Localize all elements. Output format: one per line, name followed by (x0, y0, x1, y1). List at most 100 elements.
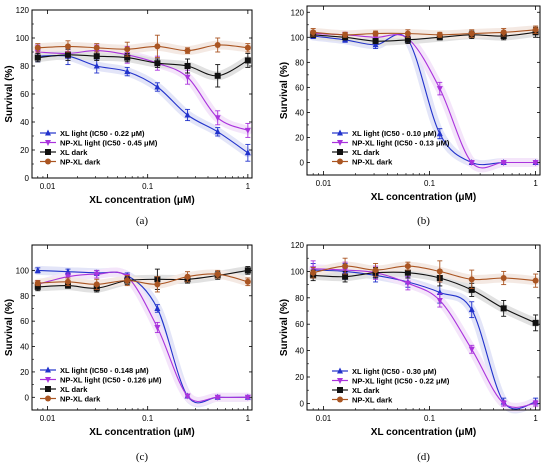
data-point (532, 400, 539, 407)
panel-label: (b) (417, 215, 430, 227)
data-point (64, 51, 71, 58)
x-tick-label: 0.1 (142, 414, 154, 423)
data-point (342, 263, 349, 270)
x-axis-label: XL concentration (μM) (89, 195, 194, 206)
y-axis-label: Survival (%) (279, 299, 290, 356)
legend-marker (337, 129, 343, 136)
x-axis-label: XL concentration (μM) (371, 427, 476, 438)
data-point (124, 46, 131, 53)
legend-label: NP-XL dark (352, 395, 393, 404)
data-point (214, 115, 221, 122)
data-point (214, 72, 221, 79)
data-point (436, 86, 443, 93)
data-point (34, 283, 41, 290)
data-point (124, 68, 131, 75)
data-point (404, 30, 411, 37)
data-point (184, 63, 191, 69)
y-tick-label: 0 (300, 158, 305, 167)
legend-marker (45, 395, 51, 402)
data-point (93, 271, 100, 278)
data-point (93, 281, 100, 288)
x-axis-label: XL concentration (μM) (89, 427, 194, 438)
data-point (184, 74, 191, 81)
y-tick-label: 100 (291, 267, 305, 276)
data-point (64, 274, 71, 281)
data-point (436, 297, 443, 304)
y-tick-label: 60 (20, 90, 29, 99)
legend-label: XL dark (352, 386, 380, 395)
data-point (154, 281, 161, 288)
legend-label: XL light (IC50 - 0.30 μM) (352, 367, 437, 376)
y-tick-label: 40 (295, 347, 304, 356)
data-point (310, 269, 317, 276)
data-point (184, 393, 191, 400)
legend: XL light (IC50 - 0.10 μM)NP-XL light (IC… (332, 129, 450, 166)
legend-label: NP-XL light (IC50 - 0.13 μM) (352, 138, 450, 147)
y-tick-label: 20 (20, 368, 29, 377)
data-point (154, 60, 161, 67)
data-point (184, 111, 191, 118)
data-point (93, 53, 100, 60)
data-point (244, 278, 251, 285)
x-tick-label: 0.1 (424, 414, 436, 423)
legend: XL light (IC50 - 0.22 μM)NP-XL light (IC… (40, 129, 158, 166)
data-point (404, 263, 411, 270)
legend-marker (45, 149, 51, 155)
data-point (342, 273, 349, 280)
plot-frame (306, 5, 541, 176)
data-point (244, 394, 251, 401)
data-point (154, 325, 161, 331)
legend-label: XL light (IC50 - 0.22 μM) (60, 129, 145, 138)
y-tick-label: 0 (25, 174, 30, 183)
chart-panel-c: 0 20 40 60 80 100 0.01 0.1 1 XL concentration (μM… (4, 244, 253, 463)
data-point (34, 280, 41, 287)
x-tick-label: 0.01 (40, 182, 56, 191)
legend-label: XL light (IC50 - 0.148 μM) (60, 366, 149, 375)
data-point (124, 277, 131, 284)
series-line (37, 271, 248, 403)
y-tick-label: 100 (16, 266, 30, 275)
legend-marker (45, 366, 51, 373)
series-glow (308, 261, 541, 414)
y-axis-label: Survival (%) (279, 62, 290, 119)
data-point (372, 38, 379, 45)
data-point (436, 31, 443, 38)
panel-label: (d) (417, 451, 430, 463)
legend-marker (337, 158, 343, 165)
chart-panel-a: 0 20 40 60 80 100 120 0.01 0.1 1 XL concentration … (4, 6, 253, 227)
data-point (124, 54, 131, 61)
data-point (532, 26, 539, 33)
y-tick-label: 40 (20, 118, 29, 127)
series-line (313, 269, 536, 410)
legend-label: NP-XL dark (352, 157, 393, 166)
data-point (468, 346, 475, 353)
series-line (313, 268, 536, 408)
data-point (184, 273, 191, 280)
data-point (64, 43, 71, 50)
legend-marker (45, 129, 51, 136)
legend-label: NP-XL light (IC50 - 0.126 μM) (60, 375, 162, 384)
data-point (404, 269, 411, 276)
data-point (64, 278, 71, 285)
y-tick-label: 120 (291, 241, 305, 250)
legend-label: NP-XL dark (60, 157, 101, 166)
x-tick-label: 1 (246, 182, 251, 191)
legend-label: XL light (IC50 - 0.10 μM) (352, 129, 437, 138)
panel-label: (a) (136, 215, 149, 227)
y-tick-label: 40 (20, 343, 29, 352)
data-point (372, 267, 379, 274)
x-tick-label: 0.1 (142, 182, 154, 191)
series-3 (34, 48, 251, 88)
legend-label: XL dark (60, 385, 88, 394)
data-point (468, 276, 475, 283)
plot-frame (31, 244, 253, 411)
y-tick-label: 100 (16, 34, 30, 43)
legend-marker (45, 386, 51, 392)
data-point (214, 394, 221, 401)
y-axis-label: Survival (%) (4, 299, 15, 356)
x-tick-label: 1 (533, 414, 538, 423)
legend-marker (45, 158, 51, 165)
data-point (468, 286, 475, 293)
chart-panel-d: 0 20 40 60 80 100 120 0.01 0.1 1 XL concentration … (279, 241, 541, 463)
